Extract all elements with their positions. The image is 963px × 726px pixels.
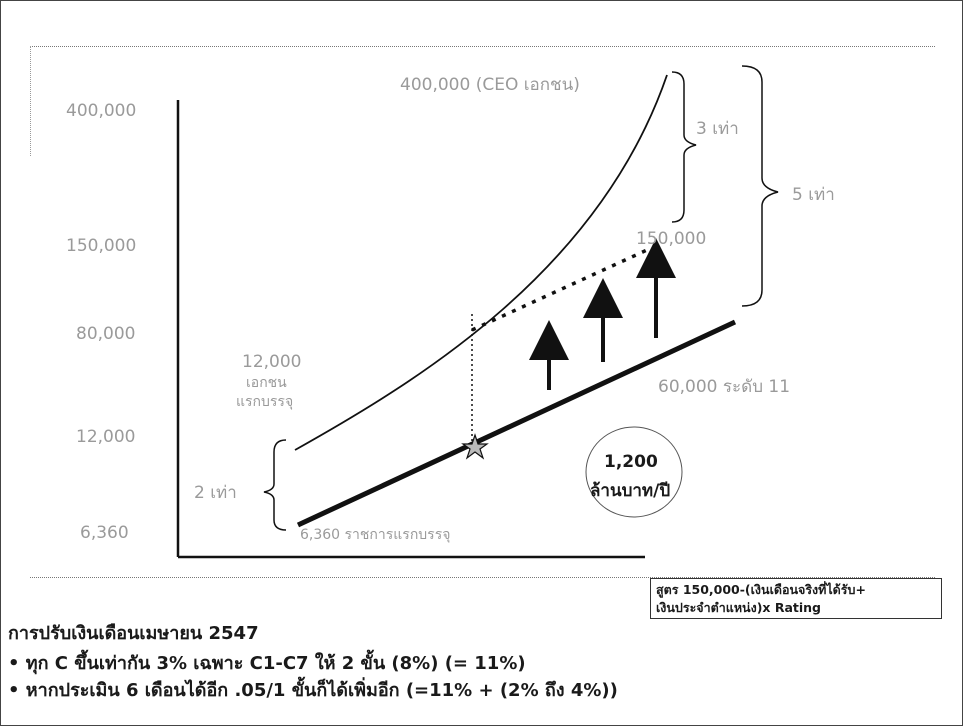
bracket-3x (671, 71, 697, 223)
ceo-label: 400,000 (CEO เอกชน) (400, 75, 580, 95)
budget-ellipse (585, 426, 683, 518)
y-tick-400000: 400,000 (66, 101, 136, 121)
y-tick-80000: 80,000 (76, 324, 135, 344)
formula-line-2: เงินประจำตำแหน่ง)x Rating (656, 600, 822, 615)
top-divider (30, 46, 935, 47)
y-tick-6360: 6,360 (80, 523, 129, 543)
notes-bullet-1: • ทุก C ขึ้นเท่ากัน 3% เฉพาะ C1-C7 ให้ 2… (8, 653, 526, 674)
private-start-value: 12,000 (242, 352, 301, 372)
bracket-5x-label: 5 เท่า (792, 185, 835, 205)
gov-start-label: 6,360 ราชการแรกบรรจุ (300, 527, 450, 543)
private-start-entry: แรกบรรจุ (236, 394, 293, 410)
private-salary-curve (294, 74, 668, 451)
target-dotted-line (471, 248, 648, 332)
middle-divider (30, 577, 935, 578)
notes-title: การปรับเงินเดือนเมษายน 2547 (8, 623, 259, 644)
budget-unit: ล้านบาท/ปี (590, 480, 670, 501)
notes-section: การปรับเงินเดือนเมษายน 2547 • ทุก C ขึ้น… (8, 618, 948, 704)
private-start-sector: เอกชน (246, 375, 287, 391)
budget-amount: 1,200 (604, 452, 658, 472)
government-salary-line (296, 319, 737, 528)
bracket-2x (263, 439, 287, 531)
y-tick-12000: 12,000 (76, 427, 135, 447)
star-icon (461, 433, 489, 460)
bracket-2x-label: 2 เท่า (194, 483, 237, 503)
target-label: 150,000 (636, 229, 706, 249)
y-tick-150000: 150,000 (66, 236, 136, 256)
left-divider (30, 46, 31, 156)
formula-line-1: สูตร 150,000-(เงินเดือนจริงที่ได้รับ+ (656, 582, 866, 597)
gov-level11-label: 60,000 ระดับ 11 (658, 377, 790, 397)
bracket-5x (741, 65, 779, 307)
salary-diagram: 400,000 150,000 80,000 12,000 6,360 400,… (66, 65, 835, 559)
notes-bullet-2: • หากประเมิน 6 เดือนได้อีก .05/1 ขั้นก็ไ… (8, 680, 618, 701)
bracket-3x-label: 3 เท่า (696, 119, 739, 139)
formula-box: สูตร 150,000-(เงินเดือนจริงที่ได้รับ+ เง… (650, 578, 942, 619)
